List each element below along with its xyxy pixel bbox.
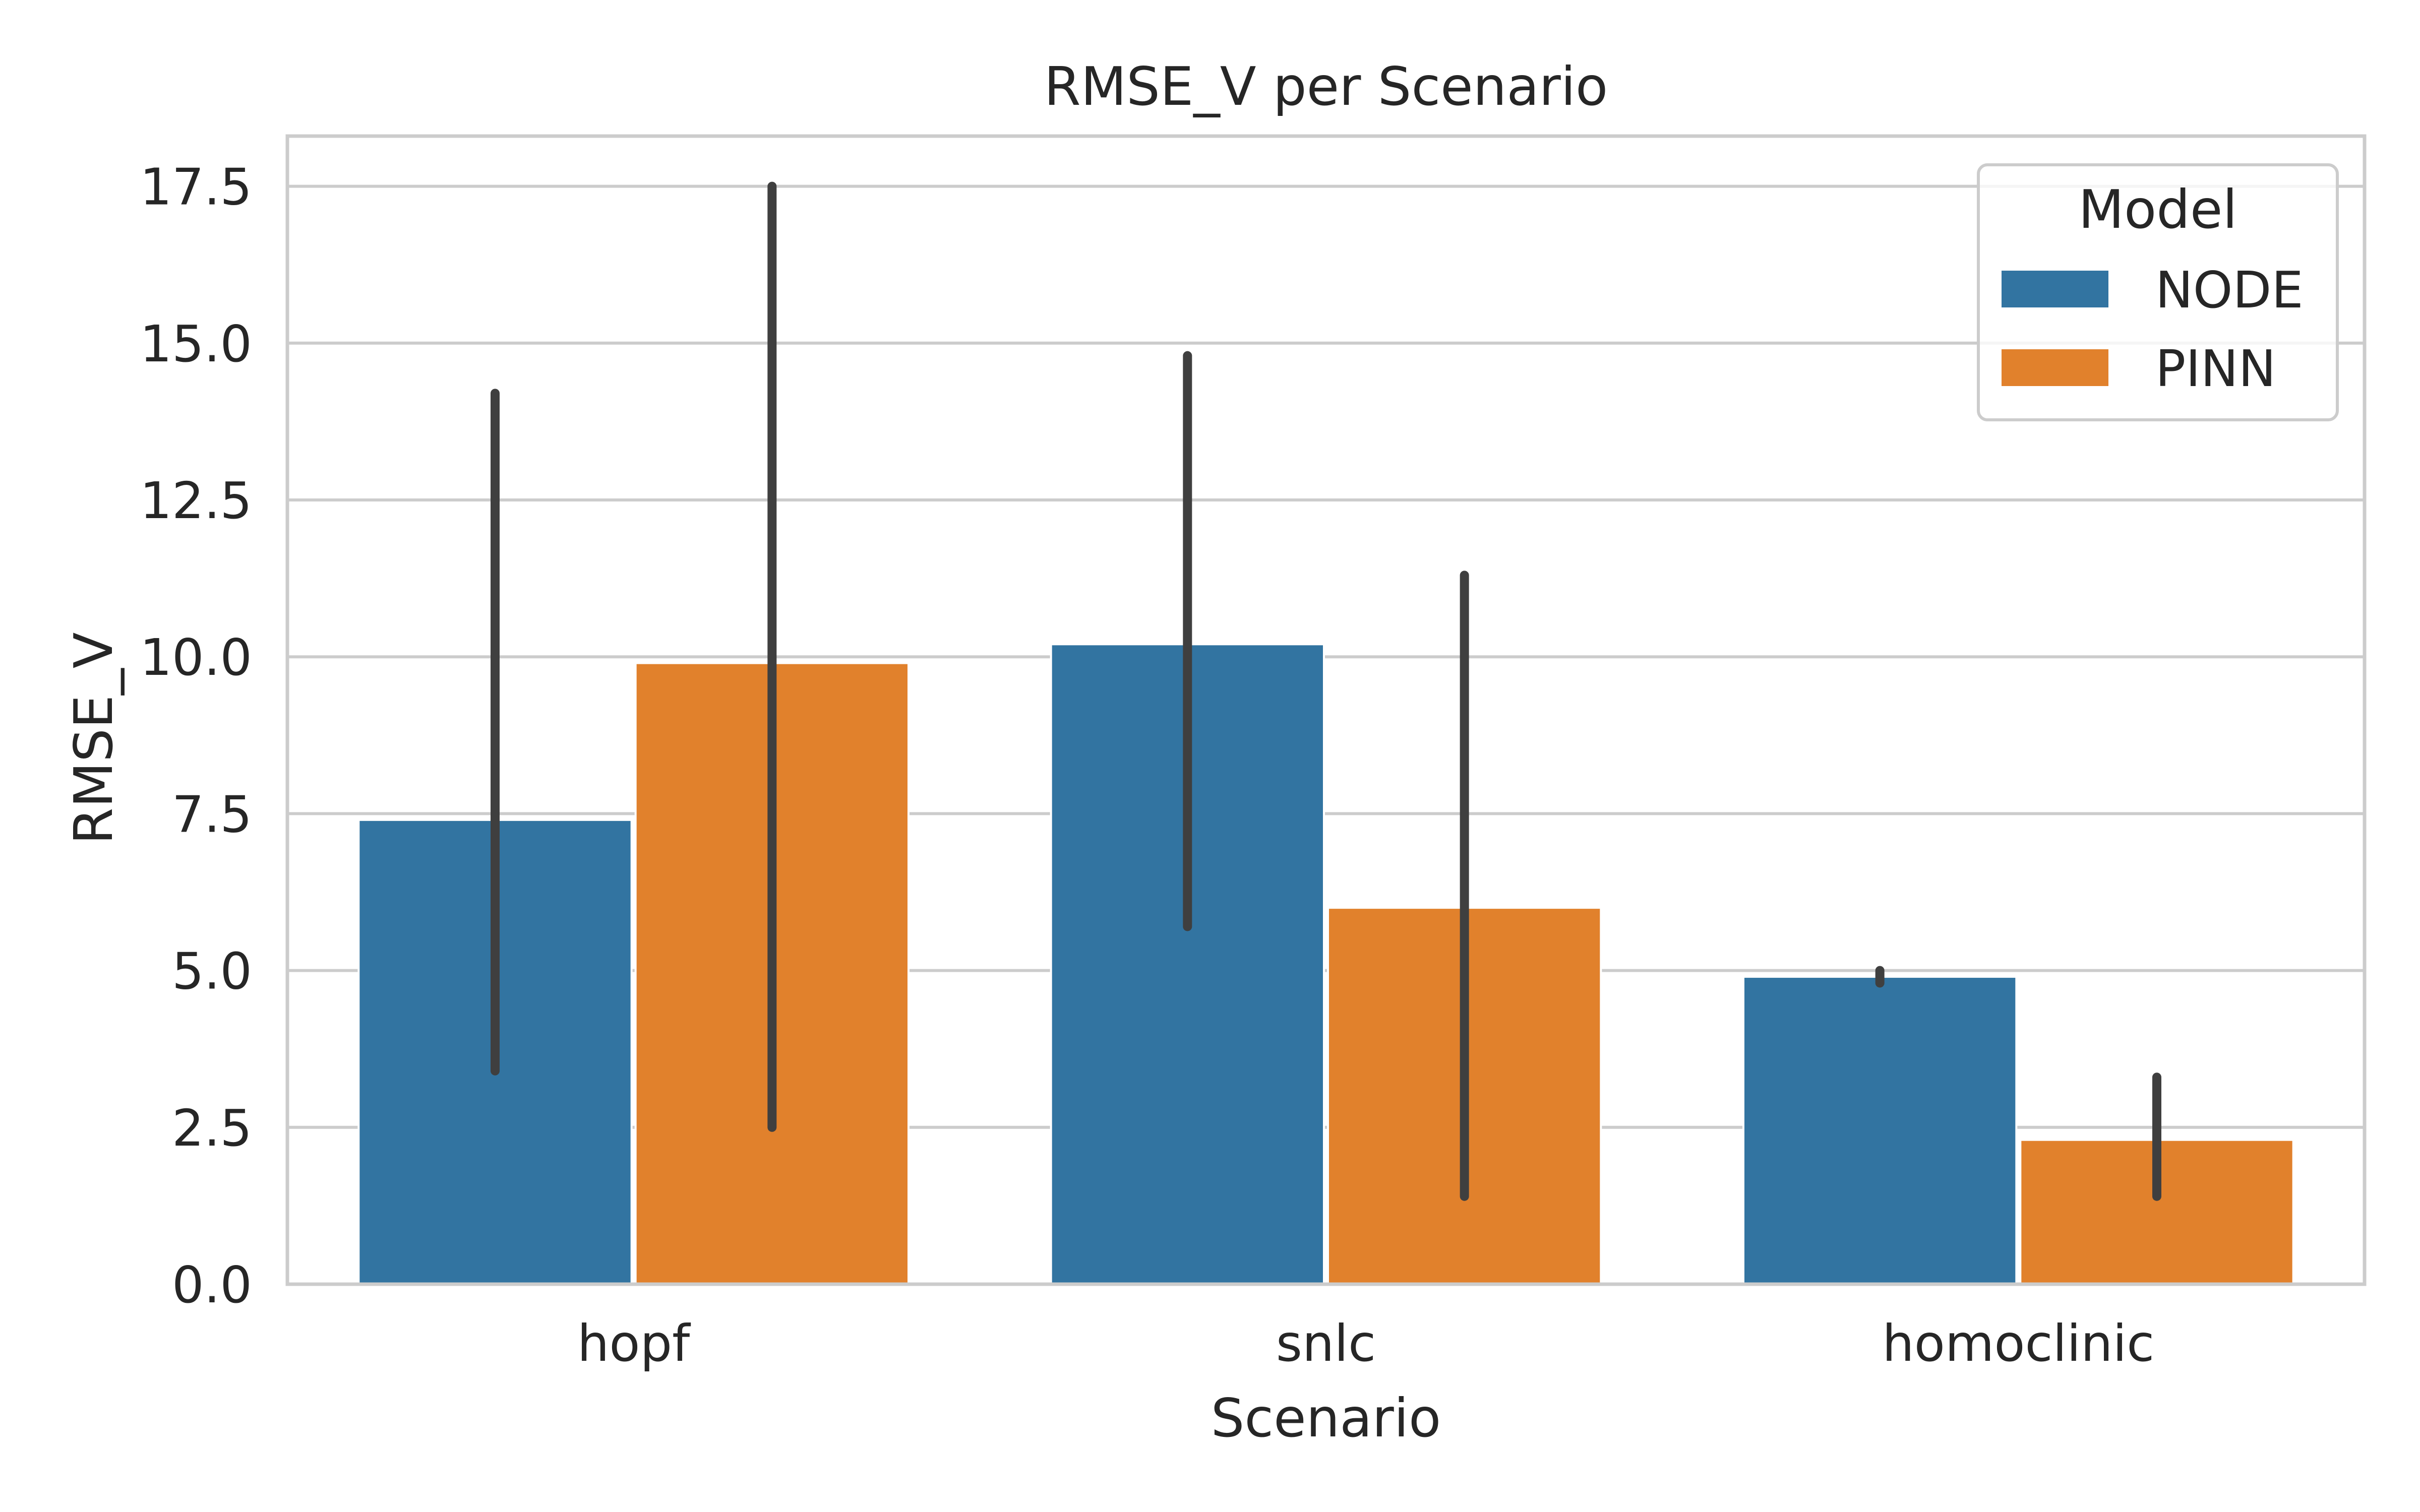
legend-label-pinn: PINN	[2155, 339, 2276, 398]
x-tick-label: homoclinic	[1882, 1314, 2154, 1373]
y-tick-label: 12.5	[140, 471, 252, 530]
x-axis-label: Scenario	[1211, 1388, 1441, 1449]
y-tick-label: 5.0	[172, 942, 252, 1001]
y-axis-label: RMSE_V	[63, 633, 125, 845]
y-tick-label: 17.5	[140, 158, 252, 217]
bar-node-homoclinic	[1742, 976, 2018, 1285]
y-tick-label: 2.5	[172, 1099, 252, 1158]
y-tick-label: 0.0	[172, 1255, 252, 1314]
legend: Model NODE PINN	[1977, 163, 2339, 421]
y-tick-label: 7.5	[172, 785, 252, 844]
chart-title: RMSE_V per Scenario	[1044, 56, 1608, 117]
y-tick-label: 10.0	[140, 628, 252, 687]
legend-title: Model	[2078, 179, 2237, 240]
plot-frame	[285, 134, 2367, 1286]
x-tick-label: snlc	[1276, 1314, 1376, 1373]
y-tick-label: 15.0	[140, 314, 252, 373]
bars	[357, 643, 2294, 1286]
x-tick-label: hopf	[577, 1314, 691, 1373]
legend-swatch-pinn	[2002, 349, 2108, 386]
legend-swatch-node	[2002, 271, 2108, 307]
error-bars	[491, 181, 2161, 1201]
x-tick-labels: hopf snlc homoclinic	[577, 1314, 2154, 1373]
y-tick-labels: 0.0 2.5 5.0 7.5 10.0 12.5 15.0 17.5	[140, 158, 252, 1314]
legend-label-node: NODE	[2155, 261, 2304, 320]
